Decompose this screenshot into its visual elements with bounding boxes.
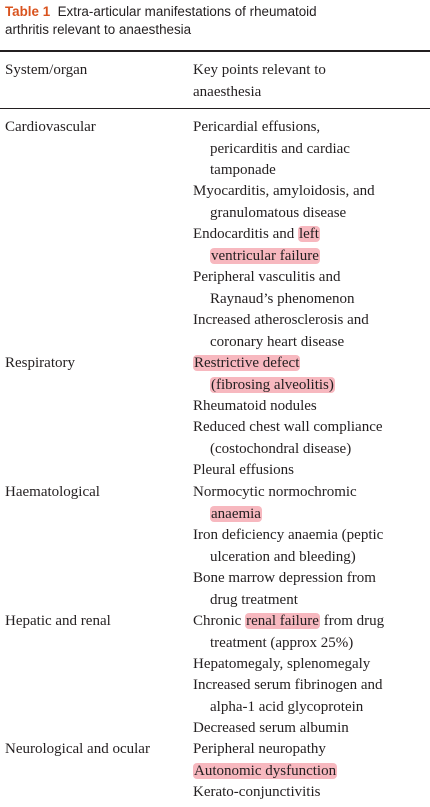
point-normocytic-anaemia: Normocytic normochromic anaemia bbox=[193, 482, 429, 525]
point-peripheral-neuropathy: Peripheral neuropathy bbox=[193, 739, 429, 761]
highlight-ventricular-failure: ventricular failure bbox=[210, 247, 320, 264]
point-line: coronary heart disease bbox=[210, 333, 345, 350]
point-hepatomegaly: Hepatomegaly, splenomegaly bbox=[193, 654, 429, 676]
point-iron-deficiency: Iron deficiency anaemia (peptic ulcerati… bbox=[193, 525, 429, 568]
header-rule bbox=[0, 108, 430, 109]
point-line: Pleural effusions bbox=[193, 462, 294, 478]
point-line: Increased serum fibrinogen and bbox=[193, 677, 383, 693]
point-line: ulceration and bleeding) bbox=[210, 548, 356, 565]
point-line: Rheumatoid nodules bbox=[193, 398, 317, 414]
point-serum-fibrinogen: Increased serum fibrinogen and alpha-1 a… bbox=[193, 675, 429, 718]
point-bone-marrow-depression: Bone marrow depression from drug treatme… bbox=[193, 568, 429, 611]
header-system-organ: System/organ bbox=[5, 62, 88, 78]
point-restrictive-defect: Restrictive defect (fibrosing alveolitis… bbox=[193, 353, 429, 396]
point-line: pericarditis and cardiac bbox=[210, 140, 350, 157]
point-line: Restrictive defect bbox=[193, 353, 429, 375]
point-line: Reduced chest wall compliance bbox=[193, 419, 383, 435]
system-respiratory: Respiratory bbox=[5, 355, 75, 371]
point-line: alpha-1 acid glycoprotein bbox=[210, 698, 364, 715]
header-key-points: Key points relevant to anaesthesia bbox=[193, 60, 423, 103]
highlight-autonomic-dysfunction: Autonomic dysfunction bbox=[193, 763, 338, 779]
point-text: Chronic bbox=[193, 613, 246, 629]
point-line: (costochondral disease) bbox=[210, 440, 352, 457]
table-caption: Table 1 Extra-articular manifestations o… bbox=[5, 3, 425, 39]
point-pericardial-effusions: Pericardial effusions, pericarditis and … bbox=[193, 117, 429, 182]
point-line: Endocarditis and left bbox=[193, 224, 429, 246]
point-line: anaemia bbox=[193, 504, 429, 526]
header-key-points-line-2: anaesthesia bbox=[193, 83, 262, 100]
point-line: Peripheral neuropathy bbox=[193, 741, 326, 757]
point-line: Kerato-conjunctivitis bbox=[193, 784, 321, 800]
highlight-restrictive-defect: Restrictive defect bbox=[193, 355, 301, 371]
point-line: Hepatomegaly, splenomegaly bbox=[193, 656, 371, 672]
point-autonomic-dysfunction: Autonomic dysfunction bbox=[193, 761, 429, 783]
point-atherosclerosis: Increased atherosclerosis and coronary h… bbox=[193, 310, 429, 353]
point-line: (fibrosing alveolitis) bbox=[193, 375, 429, 397]
highlight-renal-failure: renal failure bbox=[245, 613, 320, 629]
point-chest-wall-compliance: Reduced chest wall compliance (costochon… bbox=[193, 417, 429, 460]
point-line: Bone marrow depression from bbox=[193, 570, 376, 586]
system-neuro-ocular: Neurological and ocular bbox=[5, 741, 150, 757]
point-myocarditis: Myocarditis, amyloidosis, and granulomat… bbox=[193, 181, 429, 224]
point-text: from drug bbox=[319, 613, 385, 629]
system-hepatic-renal: Hepatic and renal bbox=[5, 613, 111, 629]
point-line: granulomatous disease bbox=[210, 204, 347, 221]
point-kerato-conjunctivitis: Kerato-conjunctivitis bbox=[193, 782, 429, 804]
point-line: Pericardial effusions, bbox=[193, 119, 321, 135]
table-title-line-2: arthritis relevant to anaesthesia bbox=[5, 22, 192, 37]
point-line: Autonomic dysfunction bbox=[193, 761, 429, 783]
point-line: Chronic renal failure from drug bbox=[193, 611, 429, 633]
point-line: drug treatment bbox=[210, 591, 298, 608]
header-key-points-line-1: Key points relevant to bbox=[193, 62, 326, 78]
point-line: Increased atherosclerosis and bbox=[193, 312, 369, 328]
point-serum-albumin: Decreased serum albumin bbox=[193, 718, 429, 740]
system-haematological: Haematological bbox=[5, 484, 100, 500]
point-text: Endocarditis and bbox=[193, 226, 298, 242]
point-line: Decreased serum albumin bbox=[193, 720, 349, 736]
point-line: tamponade bbox=[210, 162, 276, 178]
system-cardiovascular: Cardiovascular bbox=[5, 119, 96, 135]
point-line: Myocarditis, amyloidosis, and bbox=[193, 183, 375, 199]
point-line: ventricular failure bbox=[193, 246, 429, 268]
top-rule bbox=[0, 50, 430, 52]
point-line: Peripheral vasculitis and bbox=[193, 269, 341, 285]
point-renal-failure: Chronic renal failure from drug treatmen… bbox=[193, 611, 429, 654]
point-line: Normocytic normochromic bbox=[193, 484, 357, 500]
table-label: Table 1 bbox=[5, 4, 51, 19]
highlight-fibrosing-alveolitis: (fibrosing alveolitis) bbox=[210, 376, 335, 393]
point-line: Raynaud’s phenomenon bbox=[210, 290, 355, 307]
point-rheumatoid-nodules: Rheumatoid nodules bbox=[193, 396, 429, 418]
point-peripheral-vasculitis: Peripheral vasculitis and Raynaud’s phen… bbox=[193, 267, 429, 310]
point-endocarditis: Endocarditis and left ventricular failur… bbox=[193, 224, 429, 267]
table-title-line-1: Extra-articular manifestations of rheuma… bbox=[57, 4, 317, 19]
highlight-left: left bbox=[297, 226, 320, 242]
point-line: treatment (approx 25%) bbox=[210, 634, 354, 651]
highlight-anaemia: anaemia bbox=[210, 505, 262, 522]
point-pleural-effusions: Pleural effusions bbox=[193, 460, 429, 482]
point-line: Iron deficiency anaemia (peptic bbox=[193, 527, 384, 543]
